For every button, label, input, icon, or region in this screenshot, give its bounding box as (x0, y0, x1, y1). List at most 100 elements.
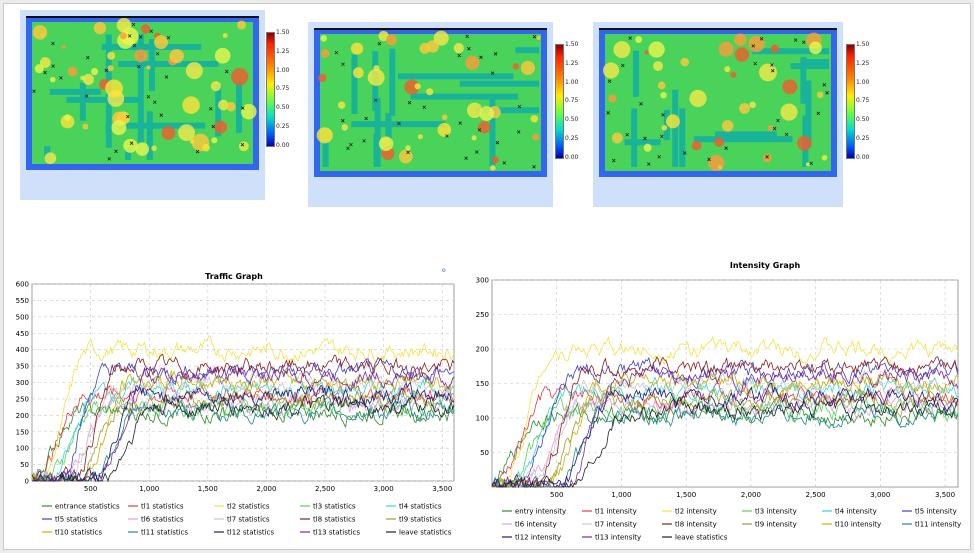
heat-spot (762, 153, 772, 163)
series-line (491, 382, 959, 488)
heat-spot (782, 79, 798, 95)
colorbar-tick-label: 1.50 (276, 29, 290, 36)
agent-marker (474, 150, 479, 154)
heat-spot (214, 47, 231, 64)
y-tick-label: 450 (16, 330, 29, 338)
colorbar-tick-label: 1.00 (856, 78, 870, 86)
heat-spot (635, 36, 643, 44)
colorbar-1 (266, 32, 275, 147)
heat-spot (780, 103, 798, 121)
colorbar-tick-label: 0.25 (565, 135, 579, 142)
maze-wall (715, 131, 777, 138)
heat-spot (734, 47, 750, 62)
agent-marker (458, 121, 463, 125)
map-top-wall (314, 28, 547, 30)
maze-wall (624, 139, 661, 146)
heat-spot (717, 165, 723, 170)
agent-marker (51, 41, 55, 46)
heat-spot (467, 102, 483, 119)
heat-spot (123, 138, 138, 153)
heat-spot (154, 35, 168, 50)
agent-marker (532, 34, 537, 39)
y-tick-label: 100 (16, 445, 29, 453)
colorbar-tick-label: 1.00 (565, 78, 579, 86)
heat-spot (146, 65, 151, 70)
heat-spot (611, 132, 623, 144)
heat-spot (135, 142, 149, 156)
maze-wall (397, 73, 514, 80)
agent-marker (341, 62, 345, 67)
maze-wall (475, 107, 539, 114)
heat-spot (39, 57, 51, 68)
heatmap-map-2 (308, 22, 553, 207)
heat-spot (111, 120, 127, 136)
heat-spot (471, 135, 477, 141)
series-line (492, 395, 959, 488)
legend-label: tl3 statistics (313, 503, 356, 511)
x-tick-label: 2,000 (256, 485, 276, 493)
heat-spot (426, 40, 439, 53)
series-line (32, 370, 455, 483)
heat-spot (821, 154, 828, 161)
maze-wall (351, 54, 358, 115)
maze-wall (790, 63, 829, 70)
maze-wall (389, 48, 396, 116)
agent-marker (809, 161, 813, 166)
maze-wall (632, 50, 639, 97)
x-tick-label: 500 (84, 485, 97, 493)
heatmap-map-1 (20, 10, 265, 200)
agent-marker (136, 64, 141, 69)
heat-spot (532, 133, 540, 141)
legend-label: tl1 statistics (141, 503, 184, 511)
agent-marker (465, 34, 469, 39)
agent-marker (825, 91, 829, 95)
heat-spot (202, 143, 210, 152)
heat-spot (536, 35, 541, 41)
heat-spot (222, 32, 228, 38)
maze-wall (125, 148, 132, 160)
colorbar-tick-label: 1.25 (856, 59, 870, 67)
heat-spot (724, 66, 731, 73)
colorbar-tick-label: 1.00 (276, 66, 290, 74)
agent-marker (643, 136, 647, 141)
legend-label: entrance statistics (55, 503, 120, 511)
agent-marker (107, 157, 112, 161)
legend-label: tl10 statistics (55, 529, 102, 537)
x-tick-label: 3,000 (870, 491, 890, 499)
heat-spot (530, 115, 539, 123)
maze-wall (752, 48, 829, 55)
heat-spot (512, 63, 520, 70)
legend-label: tl12 statistics (227, 529, 274, 537)
heat-spot (648, 41, 665, 58)
agent-marker (138, 35, 143, 39)
y-tick-label: 250 (16, 395, 29, 403)
agent-marker (816, 111, 821, 116)
y-tick-label: 200 (476, 346, 489, 354)
x-tick-label: 1,500 (198, 485, 218, 493)
colorbar-tick-label: 0.75 (276, 85, 290, 93)
y-tick-label: 500 (16, 313, 29, 321)
y-tick-label: 150 (16, 428, 29, 436)
heat-spot (817, 91, 824, 99)
heat-spot (398, 149, 413, 164)
maze-wall (236, 81, 243, 133)
maze-wall (385, 112, 392, 149)
colorbar-tick-label: 1.50 (856, 41, 870, 48)
heat-spot (105, 79, 124, 98)
agent-marker (164, 75, 169, 79)
heat-spot (61, 44, 66, 49)
colorbar-tick-label: 1.25 (565, 59, 579, 67)
maze-wall (116, 122, 206, 129)
heat-spot (169, 48, 184, 64)
agent-marker (784, 132, 789, 137)
x-tick-label: 2,500 (806, 491, 826, 499)
series-line (491, 356, 959, 489)
heat-spot (739, 103, 750, 114)
map-top-wall (599, 28, 837, 30)
series-line (492, 371, 959, 489)
x-tick-label: 1,000 (611, 491, 631, 499)
agent-marker (477, 128, 482, 132)
agent-marker (776, 118, 780, 123)
maze-wall (215, 85, 222, 137)
y-tick-label: 250 (476, 311, 489, 319)
